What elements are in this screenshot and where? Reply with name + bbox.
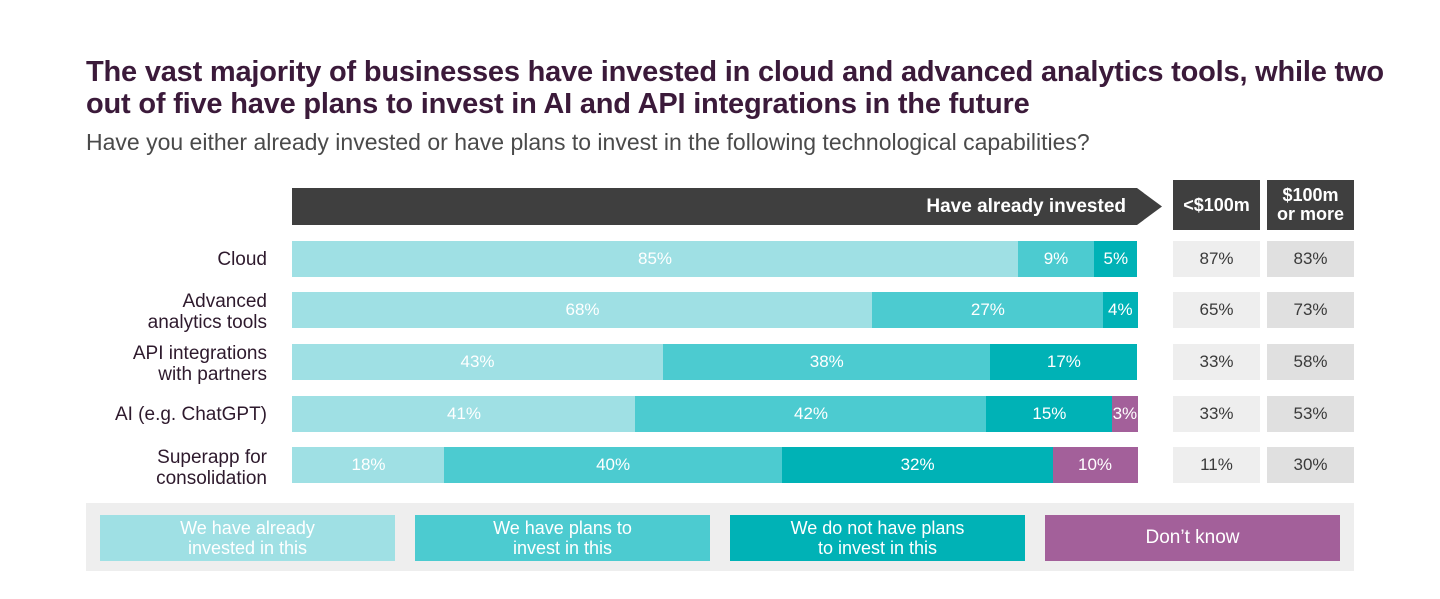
data-label: 43% [460, 352, 495, 371]
row-label-ai: AI (e.g. ChatGPT) [60, 404, 267, 425]
bar-segment-plans: 40% [444, 447, 783, 483]
data-label: 18% [351, 455, 386, 474]
legend-item-no-plans: We do not have plans to invest in this [730, 515, 1025, 561]
row-label-api-integrations: API integrations with partners [60, 343, 267, 385]
column-header-line: $100m [1282, 185, 1339, 205]
bar-segment-dont-know: 10% [1052, 447, 1138, 483]
data-label: 68% [565, 300, 600, 319]
bar-segment-no-plans: 32% [782, 447, 1054, 483]
row-label-superapp: Superapp for consolidation [60, 447, 267, 489]
bar-segment-dont-know: 3% [1111, 396, 1138, 432]
column-header-100m-or-more: $100m or more [1267, 180, 1354, 230]
row-label-line: API integrations [132, 343, 267, 364]
row-label-line: consolidation [156, 468, 267, 489]
bar-segment-invested: 41% [292, 396, 636, 432]
legend-label: invested in this [187, 538, 308, 558]
legend-label: We have plans to [493, 518, 632, 538]
data-label: 41% [446, 404, 482, 423]
bar-segment-no-plans: 17% [990, 344, 1138, 380]
side-cell-100m-or-more: 73% [1267, 292, 1354, 328]
legend-label: We have already [180, 518, 315, 538]
legend-item-dont-know: Don’t know [1045, 515, 1340, 561]
legend-label: to invest in this [817, 538, 938, 558]
legend-item-plans-to-invest: We have plans to invest in this [415, 515, 710, 561]
bar-segment-no-plans: 4% [1102, 292, 1138, 328]
side-cell-under-100m: 87% [1173, 241, 1260, 277]
data-label: 27% [970, 300, 1005, 319]
legend-label: Don’t know [1145, 527, 1240, 548]
bar-segment-plans: 9% [1017, 241, 1095, 277]
bar-segment-plans: 42% [635, 396, 988, 432]
side-cell-under-100m: 33% [1173, 396, 1260, 432]
data-label: 38% [809, 352, 844, 371]
data-label: 17% [1046, 352, 1081, 371]
row-label-cloud: Cloud [60, 249, 267, 270]
row-label-line: with partners [158, 364, 267, 385]
side-cell-100m-or-more: 83% [1267, 241, 1354, 277]
data-label: 5% [1103, 249, 1129, 268]
legend-item-already-invested: We have already invested in this [100, 515, 395, 561]
data-label: 32% [900, 455, 935, 474]
side-cell-under-100m: 11% [1173, 447, 1260, 483]
bar-segment-invested: 85% [292, 241, 1018, 277]
row-label-line: Cloud [217, 249, 267, 270]
bar-segment-invested: 68% [292, 292, 873, 328]
column-header-line: <$100m [1183, 194, 1250, 215]
row-label-line: Advanced [182, 291, 267, 312]
data-label: 42% [794, 404, 829, 423]
legend-label: We do not have plans [790, 518, 965, 538]
row-label-line: analytics tools [147, 312, 267, 333]
bar-segment-invested: 18% [292, 447, 445, 483]
bar-segment-invested: 43% [292, 344, 663, 380]
data-label: 85% [637, 249, 673, 268]
side-cell-under-100m: 33% [1173, 344, 1260, 380]
data-label: 4% [1108, 300, 1133, 319]
data-label: 3% [1112, 404, 1138, 423]
bar-segment-no-plans: 5% [1094, 241, 1138, 277]
row-label-line: Superapp for [157, 447, 267, 468]
side-cell-100m-or-more: 30% [1267, 447, 1354, 483]
data-label: 10% [1077, 455, 1113, 474]
side-cell-100m-or-more: 58% [1267, 344, 1354, 380]
row-label-line: AI (e.g. ChatGPT) [114, 404, 267, 425]
side-cell-under-100m: 65% [1173, 292, 1260, 328]
column-header-line: or more [1276, 204, 1345, 224]
side-cell-100m-or-more: 53% [1267, 396, 1354, 432]
chart-title: The vast majority of businesses have inv… [86, 56, 1384, 120]
chart-subtitle: Have you either already invested or have… [86, 129, 1090, 155]
data-label: 9% [1043, 249, 1069, 268]
bar-segment-plans: 38% [662, 344, 991, 380]
data-label: 15% [1032, 404, 1067, 423]
data-label: 40% [596, 455, 631, 474]
bar-segment-no-plans: 15% [986, 396, 1113, 432]
row-label-advanced-analytics: Advanced analytics tools [60, 291, 267, 333]
header-banner: Have already invested [292, 188, 1162, 225]
column-header-under-100m: <$100m [1173, 180, 1260, 230]
header-banner-label: Have already invested [926, 196, 1126, 217]
legend-label: invest in this [512, 538, 613, 558]
bar-segment-plans: 27% [872, 292, 1104, 328]
